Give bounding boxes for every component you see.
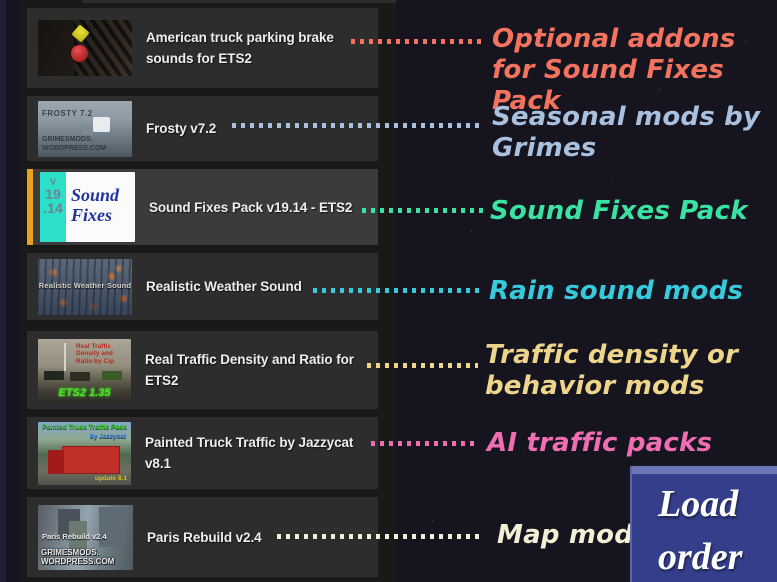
building-shape <box>99 506 125 547</box>
mod-thumbnail-paris-rebuild: Paris Rebuild v2.4 GRIMESMODS. WORDPRESS… <box>38 504 133 570</box>
annotation-line: Rain sound mods <box>489 276 744 306</box>
mod-row-realistic-weather[interactable]: Realistic Weather Sound Realistic Weathe… <box>27 253 378 320</box>
annotation-sound-fixes-pack: Sound Fixes Pack <box>490 196 748 227</box>
highway-pole <box>64 342 66 371</box>
annotation-optional-addons: Optional addons for Sound Fixes Pack <box>492 24 777 117</box>
credit-line3: Ratio by Cip <box>76 357 114 365</box>
mod-thumbnail-realistic-weather: Realistic Weather Sound <box>38 258 132 315</box>
logo-word-fixes: Fixes <box>71 205 113 225</box>
annotation-map-mods: Map mods <box>497 520 649 551</box>
truck-trailer-shape <box>62 445 120 474</box>
version-v: V <box>49 177 56 187</box>
mod-row-frosty[interactable]: FROSTY 7.2 GRIMESMODS. WORDPRESS.COM Fro… <box>27 96 378 161</box>
traffic-vehicles <box>44 370 64 380</box>
dotted-connector-sound-fixes <box>362 208 483 213</box>
sound-fixes-logo: Sound Fixes <box>71 185 119 225</box>
mod-title: American truck parking brake sounds for … <box>146 30 334 66</box>
annotation-line: behavior mods <box>485 371 705 401</box>
dotted-connector-traffic-density <box>367 363 478 368</box>
version-14: .14 <box>43 200 63 216</box>
winter-truck-shape <box>93 116 110 132</box>
painted-title-text: Painted Truck Traffic Pack <box>42 423 127 431</box>
rain-bokeh-lights <box>50 268 57 276</box>
mod-title: Paris Rebuild v2.4 <box>147 529 262 545</box>
mod-row-sound-fixes[interactable]: V 19 .14 Sound Fixes Sound Fixes Pack v1… <box>27 169 378 245</box>
frosty-site-line1: GRIMESMODS. <box>42 135 93 143</box>
partial-row-top <box>82 0 396 3</box>
mod-thumbnail-frosty: FROSTY 7.2 GRIMESMODS. WORDPRESS.COM <box>38 100 132 157</box>
mod-thumbnail-sound-fixes: V 19 .14 Sound Fixes <box>40 172 135 242</box>
mod-title: Sound Fixes Pack v19.14 - ETS2 <box>149 199 353 215</box>
mod-row-parking-brake[interactable]: American truck parking brake sounds for … <box>27 8 378 88</box>
badge-top-highlight <box>632 466 777 474</box>
annotation-line: Map mods <box>497 520 649 550</box>
annotation-line: Seasonal mods by <box>492 102 761 132</box>
paris-label: Paris Rebuild v2.4 <box>42 531 107 541</box>
traffic-credit-text: Real Traffic Density and Ratio by Cip <box>76 343 128 366</box>
load-order-line1: Load <box>658 483 739 525</box>
dotted-connector-seasonal <box>232 123 483 128</box>
painted-author-text: by Jazzycat <box>89 432 126 440</box>
red-brake-knob <box>71 45 88 62</box>
building-shape <box>58 508 80 539</box>
paris-site-line1: GRIMESMODS. <box>41 547 99 557</box>
version-19: 19 <box>45 186 61 202</box>
left-edge-strip <box>0 0 6 582</box>
frosty-site-line2: WORDPRESS.COM <box>42 144 107 152</box>
traffic-version-text: ETS2 1.35 <box>58 386 111 399</box>
credit-line1: Real Traffic <box>76 342 112 350</box>
annotation-line: Optional addons <box>492 24 736 54</box>
annotation-line: Sound Fixes Pack <box>490 196 748 226</box>
logo-word-sound: Sound <box>71 185 120 205</box>
frosty-site-text: GRIMESMODS. WORDPRESS.COM <box>42 135 106 153</box>
annotation-line: for Sound Fixes Pack <box>492 55 724 116</box>
annotation-ai-traffic-packs: AI traffic packs <box>487 428 712 459</box>
rain-streaks <box>38 258 132 315</box>
credit-line2: Density and <box>76 350 113 357</box>
mod-list-panel: American truck parking brake sounds for … <box>21 0 396 582</box>
mod-title: Real Traffic Density and Ratio for ETS2 <box>145 352 354 388</box>
dotted-connector-map-mods <box>277 534 480 539</box>
mod-title: Painted Truck Traffic by Jazzycat v8.1 <box>145 435 354 471</box>
dotted-connector-rain <box>313 288 483 293</box>
painted-version-text: update 8.1 <box>94 474 127 482</box>
load-order-badge: Load order <box>630 466 777 582</box>
annotation-line: Grimes <box>492 133 597 163</box>
truck-cab-shape <box>48 449 64 474</box>
dotted-connector-ai-traffic <box>371 441 478 446</box>
load-order-line2: order <box>658 536 743 578</box>
dotted-connector-optional-addons <box>351 39 483 44</box>
annotation-line: AI traffic packs <box>487 428 713 458</box>
annotation-seasonal-mods: Seasonal mods by Grimes <box>492 102 760 164</box>
mod-thumbnail-real-traffic: Real Traffic Density and Ratio by Cip ET… <box>38 338 131 402</box>
sound-fixes-version-strip: V 19 .14 <box>40 172 66 242</box>
mod-title: Frosty v7.2 <box>146 121 217 136</box>
mod-title: Realistic Weather Sound <box>146 279 302 294</box>
frosty-title-text: FROSTY 7.2 <box>42 108 93 118</box>
weather-label: Realistic Weather Sound <box>38 280 132 290</box>
paris-site-text: GRIMESMODS. WORDPRESS.COM <box>41 548 114 567</box>
mod-thumbnail-parking-brake <box>38 20 132 76</box>
annotation-rain-sound-mods: Rain sound mods <box>489 276 743 307</box>
mod-row-real-traffic[interactable]: Real Traffic Density and Ratio by Cip ET… <box>27 331 378 409</box>
mod-row-painted-truck[interactable]: Painted Truck Traffic Pack by Jazzycat u… <box>27 417 378 489</box>
annotation-traffic-density: Traffic density or behavior mods <box>485 340 738 402</box>
selection-bar <box>27 169 33 245</box>
paris-site-line2: WORDPRESS.COM <box>41 557 115 566</box>
mod-thumbnail-painted-truck: Painted Truck Traffic Pack by Jazzycat u… <box>38 421 131 485</box>
annotation-line: Traffic density or <box>485 340 739 370</box>
